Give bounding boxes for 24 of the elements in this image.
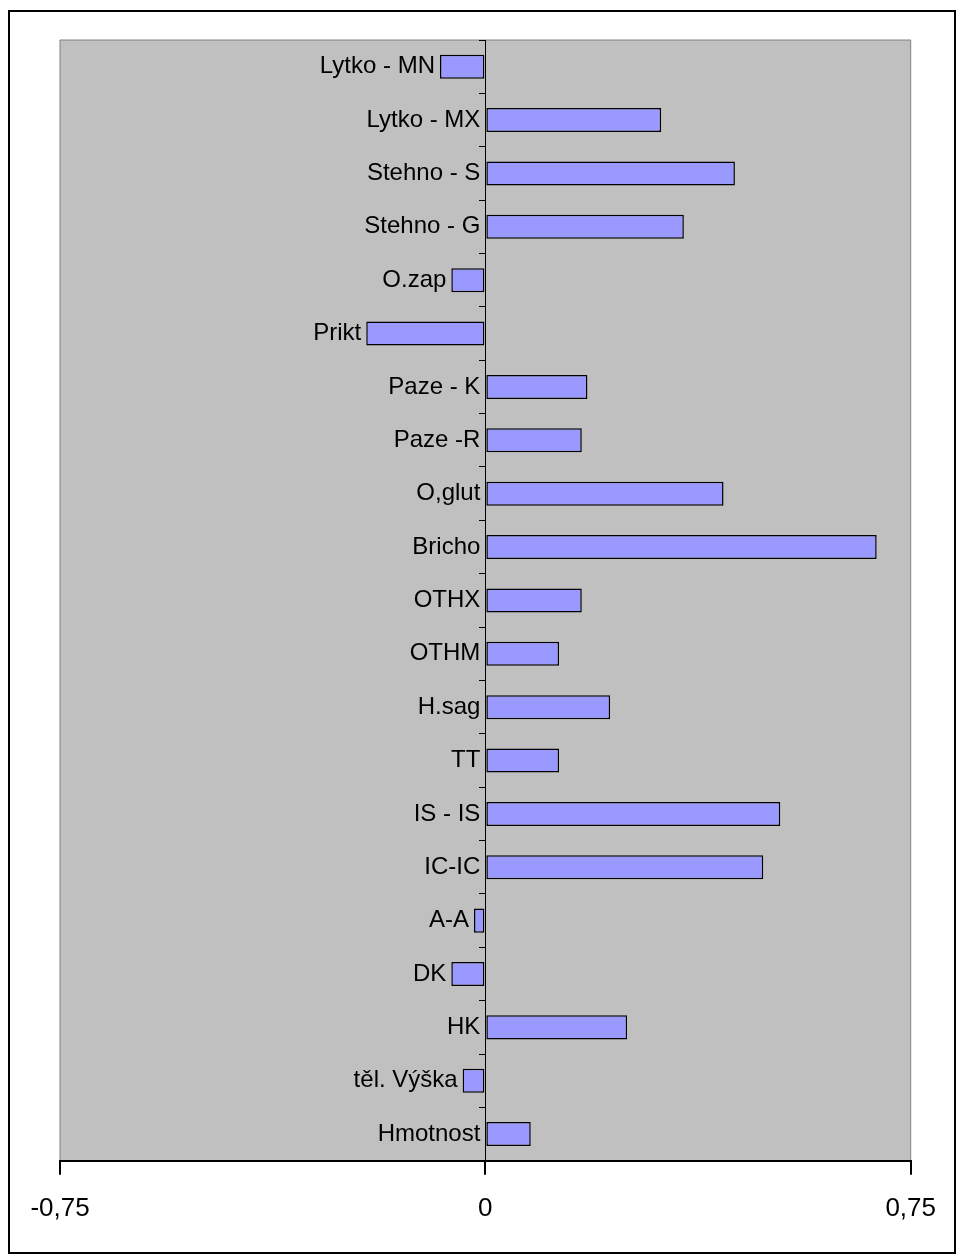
y-tick-label: OTHX — [413, 585, 481, 613]
y-tick-label: Prikt — [313, 318, 362, 346]
x-tick-label: 0,75 — [885, 1191, 936, 1222]
y-tick-label: Bricho — [412, 531, 481, 559]
x-tick-label: -0,75 — [30, 1191, 90, 1222]
y-tick-label: těl. Výška — [353, 1065, 459, 1093]
y-tick-label: O.zap — [382, 264, 447, 292]
y-tick-label: Stehno - G — [364, 211, 481, 239]
y-tick-label: DK — [412, 958, 447, 986]
y-tick-label: Paze - K — [388, 371, 481, 399]
y-tick-label: O,glut — [416, 478, 481, 506]
y-tick-label: H.sag — [417, 691, 481, 719]
y-tick-label: A-A — [428, 905, 470, 933]
y-tick-label: Hmotnost — [377, 1118, 481, 1146]
y-tick-label: IS - IS — [413, 798, 481, 826]
y-tick-label: IC-IC — [424, 851, 481, 879]
y-tick-label: HK — [447, 1012, 481, 1039]
y-tick-label: Lytko - MN — [319, 51, 435, 79]
y-tick-label: Lytko - MX — [366, 104, 481, 132]
y-tick-label: Stehno - S — [366, 158, 481, 186]
x-tick-label: 0 — [478, 1191, 493, 1222]
y-tick-label: OTHM — [409, 638, 481, 666]
y-tick-label: Paze -R — [393, 424, 481, 452]
y-tick-label: TT — [451, 745, 481, 773]
